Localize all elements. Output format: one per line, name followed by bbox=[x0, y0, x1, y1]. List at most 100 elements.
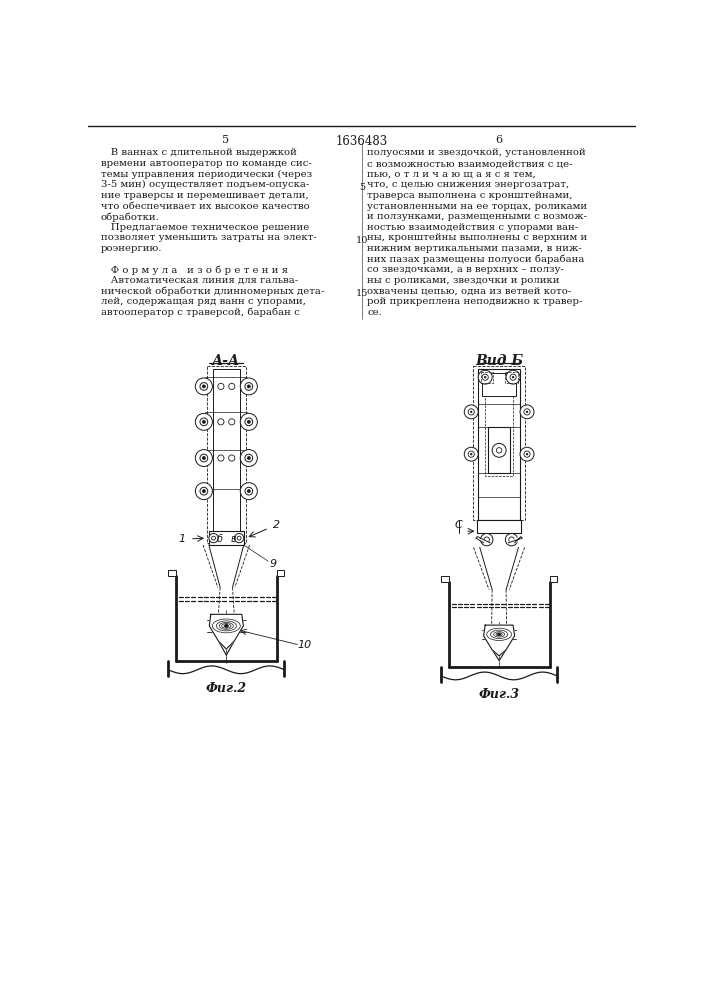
Text: се.: се. bbox=[368, 308, 382, 317]
Text: установленными на ее торцах, роликами: установленными на ее торцах, роликами bbox=[368, 202, 588, 211]
Text: нижним вертикальными пазами, в ниж-: нижним вертикальными пазами, в ниж- bbox=[368, 244, 582, 253]
Polygon shape bbox=[508, 537, 522, 543]
Circle shape bbox=[481, 533, 493, 546]
Text: обработки.: обработки. bbox=[101, 212, 160, 222]
Circle shape bbox=[224, 624, 228, 628]
Text: что, с целью снижения энергозатрат,: что, с целью снижения энергозатрат, bbox=[368, 180, 570, 189]
Circle shape bbox=[240, 413, 257, 430]
Bar bbox=[477, 520, 521, 533]
Text: 2: 2 bbox=[273, 520, 280, 530]
Text: Автоматическая линия для гальва-: Автоматическая линия для гальва- bbox=[101, 276, 298, 285]
Text: автооператор с траверсой, барабан с: автооператор с траверсой, барабан с bbox=[101, 308, 300, 317]
Text: что обеспечивает их высокое качество: что обеспечивает их высокое качество bbox=[101, 202, 310, 211]
Text: них пазах размещены полуоси барабана: них пазах размещены полуоси барабана bbox=[368, 255, 585, 264]
Polygon shape bbox=[480, 547, 518, 590]
Text: пью, о т л и ч а ю щ а я с я тем,: пью, о т л и ч а ю щ а я с я тем, bbox=[368, 170, 536, 179]
Text: со звездочками, а в верхних – ползу-: со звездочками, а в верхних – ползу- bbox=[368, 265, 564, 274]
Text: ние траверсы и перемешивает детали,: ние траверсы и перемешивает детали, bbox=[101, 191, 308, 200]
Circle shape bbox=[202, 385, 206, 388]
Bar bbox=[168, 570, 176, 576]
Text: В ваннах с длительной выдержкой: В ваннах с длительной выдержкой bbox=[101, 148, 297, 157]
Bar bbox=[478, 369, 520, 520]
Circle shape bbox=[506, 370, 520, 384]
Circle shape bbox=[484, 376, 486, 378]
Text: 5: 5 bbox=[222, 135, 229, 145]
Circle shape bbox=[202, 420, 206, 423]
Circle shape bbox=[240, 483, 257, 500]
Circle shape bbox=[247, 490, 250, 493]
Circle shape bbox=[520, 405, 534, 419]
Circle shape bbox=[464, 405, 478, 419]
Circle shape bbox=[247, 420, 250, 423]
Text: нической обработки длинномерных дета-: нической обработки длинномерных дета- bbox=[101, 287, 324, 296]
Circle shape bbox=[247, 456, 250, 460]
Text: 1636483: 1636483 bbox=[336, 135, 388, 148]
Bar bbox=[485, 376, 513, 476]
Text: рой прикреплена неподвижно к травер-: рой прикреплена неподвижно к травер- bbox=[368, 297, 583, 306]
Circle shape bbox=[202, 456, 206, 460]
Bar bbox=[209, 531, 244, 545]
Polygon shape bbox=[484, 625, 515, 656]
Circle shape bbox=[195, 483, 212, 500]
Bar bbox=[549, 576, 557, 582]
Text: в: в bbox=[230, 534, 236, 544]
Text: 10: 10 bbox=[356, 236, 368, 245]
Polygon shape bbox=[209, 545, 244, 587]
Circle shape bbox=[470, 411, 472, 413]
Bar bbox=[213, 369, 240, 531]
Text: ностью взаимодействия с упорами ван-: ностью взаимодействия с упорами ван- bbox=[368, 223, 578, 232]
Circle shape bbox=[195, 450, 212, 466]
Text: Фиг.3: Фиг.3 bbox=[479, 688, 520, 701]
Text: 3-5 мин) осуществляет подъем-опуска-: 3-5 мин) осуществляет подъем-опуска- bbox=[101, 180, 309, 189]
Circle shape bbox=[235, 533, 244, 543]
Circle shape bbox=[195, 413, 212, 430]
Circle shape bbox=[247, 385, 250, 388]
Text: Вид Б: Вид Б bbox=[475, 354, 523, 368]
Text: Фиг.2: Фиг.2 bbox=[206, 682, 247, 695]
Circle shape bbox=[506, 533, 518, 546]
Text: позволяет уменьшить затраты на элект-: позволяет уменьшить затраты на элект- bbox=[101, 233, 317, 242]
Bar bbox=[482, 373, 516, 396]
Circle shape bbox=[195, 378, 212, 395]
Bar bbox=[481, 372, 493, 383]
Text: Ф о р м у л а   и з о б р е т е н и я: Ф о р м у л а и з о б р е т е н и я bbox=[101, 265, 288, 275]
Circle shape bbox=[464, 447, 478, 461]
Circle shape bbox=[526, 411, 528, 413]
Bar bbox=[506, 372, 518, 383]
Text: Предлагаемое техническое решение: Предлагаемое техническое решение bbox=[101, 223, 309, 232]
Bar bbox=[441, 576, 449, 582]
Circle shape bbox=[202, 490, 206, 493]
Circle shape bbox=[512, 376, 514, 378]
Circle shape bbox=[478, 370, 492, 384]
Circle shape bbox=[498, 633, 501, 636]
Text: охвачены цепью, одна из ветвей кото-: охвачены цепью, одна из ветвей кото- bbox=[368, 287, 572, 296]
Text: и ползунками, размещенными с возмож-: и ползунками, размещенными с возмож- bbox=[368, 212, 588, 221]
Circle shape bbox=[240, 378, 257, 395]
Circle shape bbox=[520, 447, 534, 461]
Text: 6: 6 bbox=[496, 135, 503, 145]
Text: траверса выполнена с кронштейнами,: траверса выполнена с кронштейнами, bbox=[368, 191, 573, 200]
Text: с возможностью взаимодействия с це-: с возможностью взаимодействия с це- bbox=[368, 159, 573, 168]
Bar bbox=[489, 427, 510, 473]
Circle shape bbox=[209, 533, 218, 543]
Text: времени автооператор по команде сис-: времени автооператор по команде сис- bbox=[101, 159, 312, 168]
Text: 15: 15 bbox=[356, 289, 368, 298]
Text: роэнергию.: роэнергию. bbox=[101, 244, 163, 253]
Text: полуосями и звездочкой, установленной: полуосями и звездочкой, установленной bbox=[368, 148, 586, 157]
Text: лей, содержащая ряд ванн с упорами,: лей, содержащая ряд ванн с упорами, bbox=[101, 297, 305, 306]
Text: 9: 9 bbox=[269, 559, 276, 569]
Text: 10: 10 bbox=[298, 640, 312, 650]
Text: 1: 1 bbox=[179, 534, 186, 544]
Text: б: б bbox=[216, 534, 222, 544]
Text: 5: 5 bbox=[359, 183, 365, 192]
Text: ны, кронштейны выполнены с верхним и: ны, кронштейны выполнены с верхним и bbox=[368, 233, 588, 242]
Polygon shape bbox=[209, 614, 243, 649]
Text: А-А: А-А bbox=[212, 354, 240, 368]
Text: С: С bbox=[455, 520, 462, 530]
Circle shape bbox=[470, 453, 472, 455]
Circle shape bbox=[240, 450, 257, 466]
Circle shape bbox=[526, 453, 528, 455]
Text: темы управления периодически (через: темы управления периодически (через bbox=[101, 170, 312, 179]
Bar bbox=[473, 366, 525, 520]
Bar bbox=[276, 570, 284, 576]
